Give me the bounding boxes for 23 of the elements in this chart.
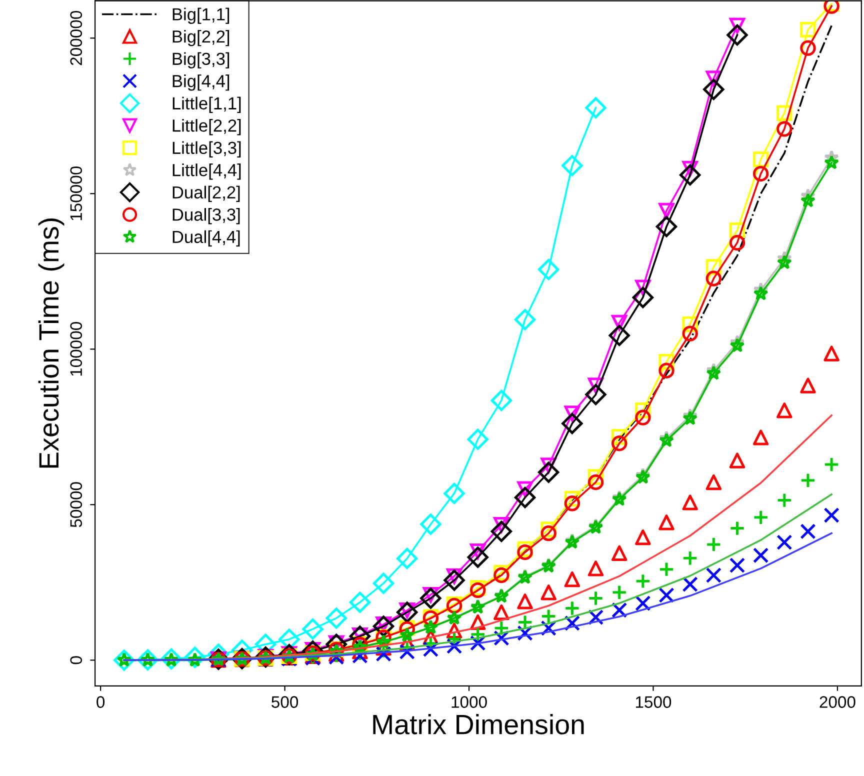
y-tick-label: 150000 bbox=[70, 166, 82, 220]
x-tick-label: 0 bbox=[96, 696, 105, 708]
x-tick-label: 1000 bbox=[452, 696, 487, 708]
legend-label: Big[1,1] bbox=[172, 8, 230, 24]
legend-label: Little[3,3] bbox=[172, 141, 241, 158]
y-tick-label: 50000 bbox=[70, 482, 82, 528]
legend-label: Dual[4,4] bbox=[172, 230, 240, 247]
legend-label: Little[2,2] bbox=[172, 119, 241, 136]
y-tick-label: 100000 bbox=[70, 322, 82, 376]
legend-label: Dual[3,3] bbox=[172, 208, 240, 224]
legend-label: Dual[2,2] bbox=[172, 186, 240, 202]
legend-label: Little[1,1] bbox=[172, 96, 241, 113]
y-tick-label: 200000 bbox=[70, 10, 82, 66]
legend-label: Big[2,2] bbox=[172, 30, 230, 46]
x-tick-label: 2000 bbox=[820, 696, 856, 708]
x-tick-label: 1500 bbox=[636, 696, 672, 708]
y-axis-title: Execution Time (ms) bbox=[38, 218, 64, 468]
x-axis-title: Matrix Dimension bbox=[373, 714, 584, 734]
legend-label: Big[3,3] bbox=[172, 52, 230, 68]
legend-label: Big[4,4] bbox=[172, 74, 230, 91]
legend-label: Little[4,4] bbox=[172, 164, 241, 180]
x-tick-label: 500 bbox=[272, 696, 298, 708]
y-tick-label: 0 bbox=[70, 656, 82, 664]
